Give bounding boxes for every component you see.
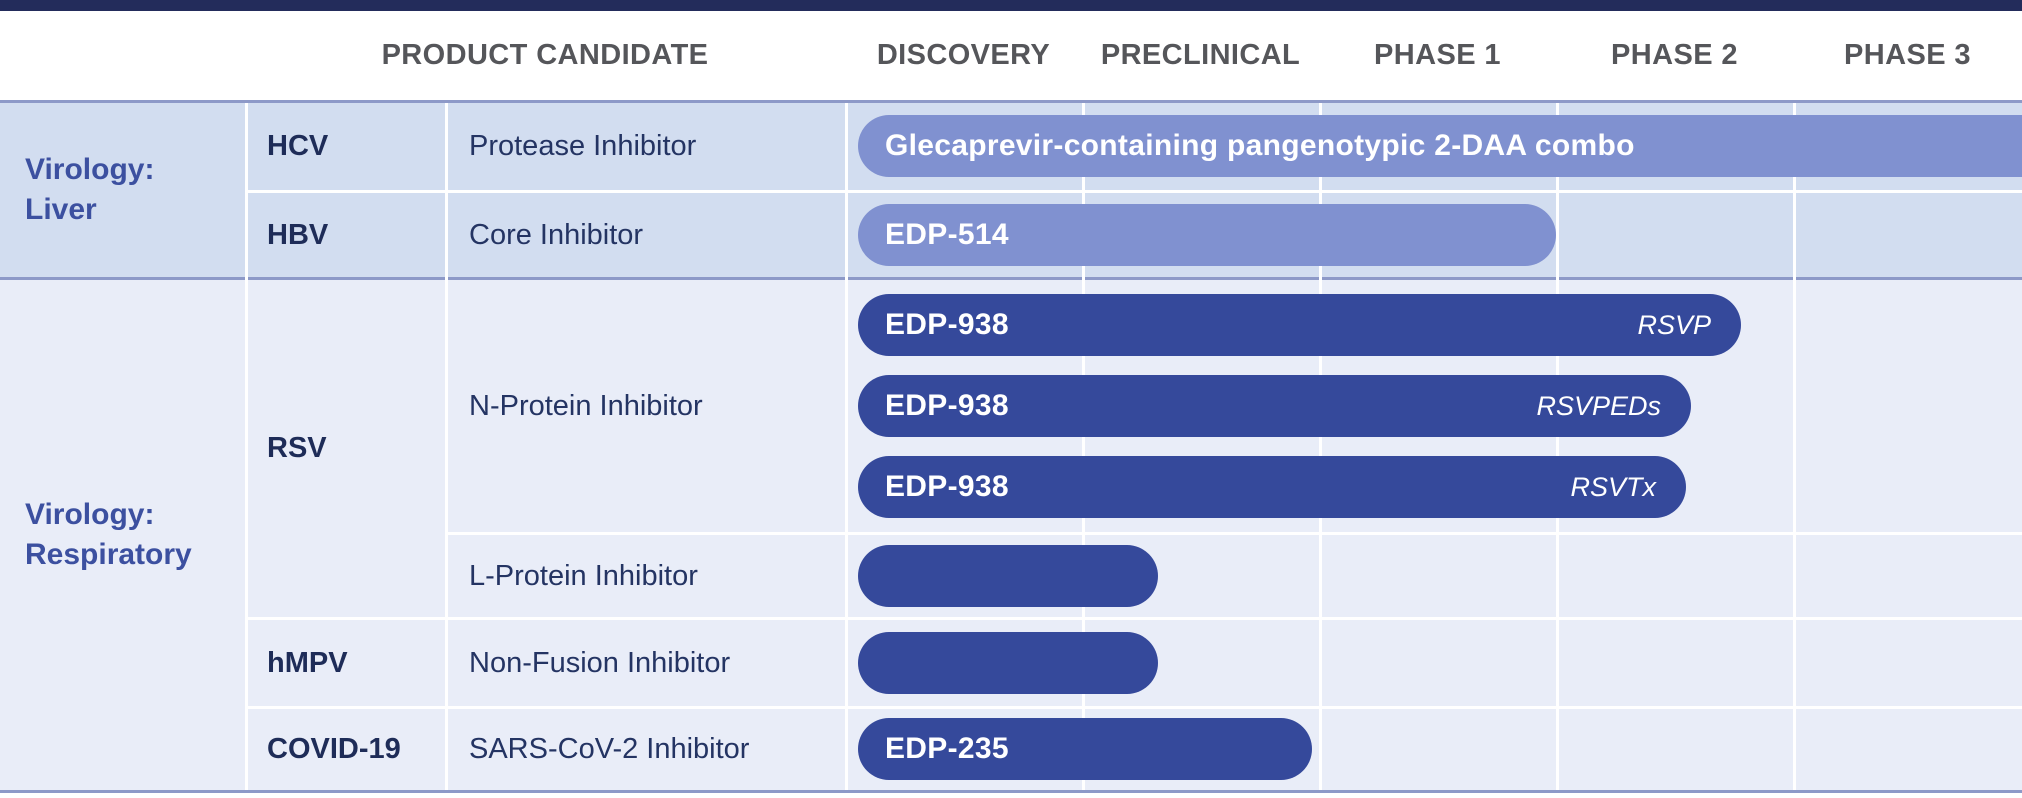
- pipeline-bar-l-protein: [858, 545, 1158, 607]
- pipeline-bar-edp-938-rsvpeds: EDP-938 RSVPEDs: [858, 375, 1691, 437]
- gridline-mechanism-discovery: [845, 103, 848, 790]
- gridline-phase2-phase3: [1793, 103, 1796, 790]
- column-header-discovery: DISCOVERY: [876, 39, 1051, 71]
- bar-label: EDP-938: [885, 389, 1009, 422]
- mechanism-cell-core-inhibitor: Core Inhibitor: [469, 218, 644, 251]
- pipeline-bar-edp-938-rsvtx: EDP-938 RSVTx: [858, 456, 1686, 518]
- row-separator-nprotein-lprotein: [445, 532, 2022, 535]
- gridline-preclinical-phase1: [1319, 103, 1322, 790]
- virus-cell-hbv: HBV: [267, 218, 329, 251]
- section-virology-respiratory-background: [0, 280, 2022, 790]
- mechanism-cell-non-fusion-inhibitor: Non-Fusion Inhibitor: [469, 646, 731, 679]
- mechanism-cell-l-protein-inhibitor: L-Protein Inhibitor: [469, 559, 698, 592]
- bar-label: EDP-235: [885, 732, 1009, 765]
- group-label-line: Respiratory: [25, 538, 192, 571]
- column-header-phase-2: PHASE 2: [1611, 39, 1738, 71]
- row-separator-hcv-hbv: [245, 190, 2022, 193]
- group-label-line: Virology:: [25, 152, 155, 186]
- mechanism-cell-protease-inhibitor: Protease Inhibitor: [469, 130, 697, 162]
- table-bottom-border: [0, 790, 2022, 793]
- pipeline-bar-non-fusion: [858, 632, 1158, 694]
- column-header-preclinical: PRECLINICAL: [1100, 39, 1301, 71]
- bar-label: Glecaprevir-containing pangenotypic 2-DA…: [885, 129, 1635, 162]
- mechanism-cell-sars-cov-2-inhibitor: SARS-CoV-2 Inhibitor: [469, 733, 750, 765]
- gridline-discovery-preclinical: [1082, 103, 1085, 790]
- bar-label: EDP-938: [885, 308, 1009, 341]
- virus-cell-rsv: RSV: [267, 432, 327, 464]
- table-top-border: [0, 100, 2022, 103]
- column-header-product-candidate: PRODUCT CANDIDATE: [381, 39, 709, 71]
- virus-cell-hmpv: hMPV: [267, 646, 348, 679]
- pipeline-bar-edp-514: EDP-514: [858, 204, 1556, 266]
- row-separator-rsv-hmpv: [245, 617, 2022, 620]
- bar-label: EDP-514: [885, 218, 1009, 251]
- row-separator-hmpv-covid: [245, 706, 2022, 709]
- bar-study-tag: RSVPEDs: [1536, 390, 1661, 421]
- bar-study-tag: RSVTx: [1570, 471, 1656, 502]
- pipeline-bar-edp-235: EDP-235: [858, 718, 1312, 780]
- mechanism-cell-n-protein-inhibitor: N-Protein Inhibitor: [469, 389, 703, 422]
- bar-study-tag: RSVP: [1637, 309, 1711, 340]
- pipeline-bar-glecaprevir-combo: Glecaprevir-containing pangenotypic 2-DA…: [858, 115, 2022, 177]
- gridline-virus-mechanism: [445, 103, 448, 790]
- top-accent-bar: [0, 0, 2022, 11]
- group-label-virology-respiratory: Virology: Respiratory: [0, 280, 270, 790]
- group-label-line: Liver: [25, 193, 97, 226]
- gridline-group-virus: [245, 103, 248, 790]
- virus-cell-covid-19: COVID-19: [267, 733, 401, 765]
- column-header-phase-3: PHASE 3: [1844, 39, 1971, 71]
- group-label-line: Virology:: [25, 497, 155, 531]
- pipeline-bar-edp-938-rsvp: EDP-938 RSVP: [858, 294, 1741, 356]
- column-header-phase-1: PHASE 1: [1374, 39, 1501, 71]
- virus-cell-hcv: HCV: [267, 130, 329, 162]
- bar-label: EDP-938: [885, 470, 1009, 503]
- section-divider-line: [0, 277, 2022, 280]
- group-label-virology-liver: Virology: Liver: [0, 103, 270, 277]
- gridline-phase1-phase2: [1556, 103, 1559, 790]
